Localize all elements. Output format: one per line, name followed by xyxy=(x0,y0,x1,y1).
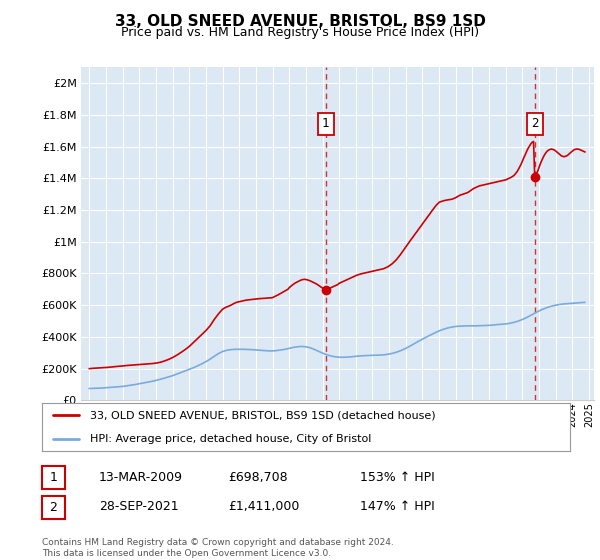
Text: 153% ↑ HPI: 153% ↑ HPI xyxy=(360,470,435,484)
Text: Contains HM Land Registry data © Crown copyright and database right 2024.
This d: Contains HM Land Registry data © Crown c… xyxy=(42,538,394,558)
Text: 2: 2 xyxy=(49,501,58,514)
Text: Price paid vs. HM Land Registry's House Price Index (HPI): Price paid vs. HM Land Registry's House … xyxy=(121,26,479,39)
Text: 1: 1 xyxy=(49,471,58,484)
Text: 33, OLD SNEED AVENUE, BRISTOL, BS9 1SD: 33, OLD SNEED AVENUE, BRISTOL, BS9 1SD xyxy=(115,14,485,29)
Text: £698,708: £698,708 xyxy=(228,470,287,484)
Text: 2: 2 xyxy=(531,118,538,130)
Text: 13-MAR-2009: 13-MAR-2009 xyxy=(99,470,183,484)
Text: 1: 1 xyxy=(322,118,329,130)
Text: HPI: Average price, detached house, City of Bristol: HPI: Average price, detached house, City… xyxy=(89,434,371,444)
Text: £1,411,000: £1,411,000 xyxy=(228,500,299,514)
Text: 33, OLD SNEED AVENUE, BRISTOL, BS9 1SD (detached house): 33, OLD SNEED AVENUE, BRISTOL, BS9 1SD (… xyxy=(89,410,435,420)
Text: 28-SEP-2021: 28-SEP-2021 xyxy=(99,500,179,514)
Text: 147% ↑ HPI: 147% ↑ HPI xyxy=(360,500,435,514)
